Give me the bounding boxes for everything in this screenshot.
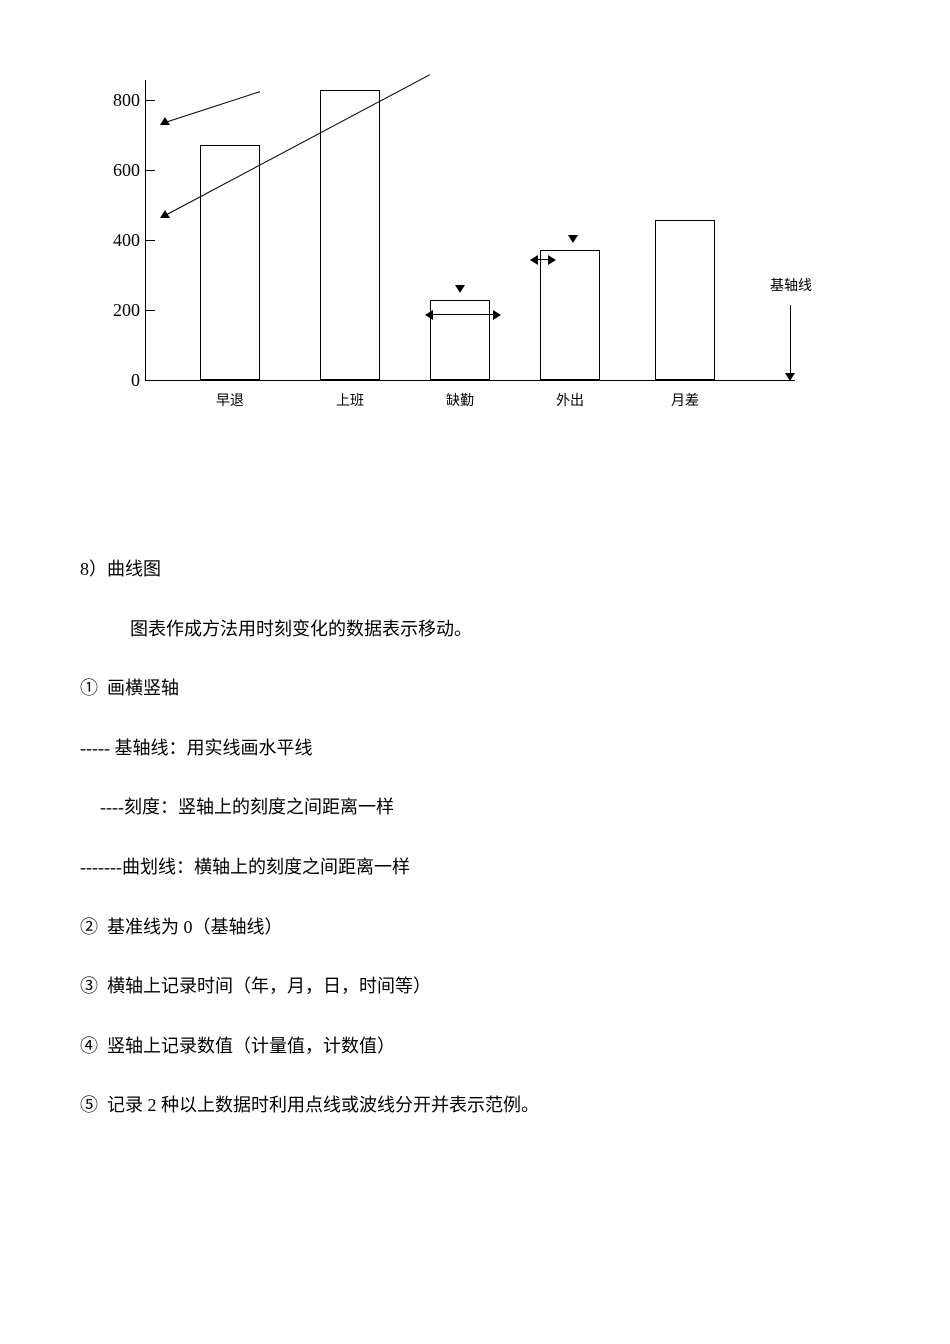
y-label-800: 800 — [90, 90, 140, 111]
section-title: 8）曲线图 — [80, 550, 870, 590]
item-text: 记录 2 种以上数据时利用点线或波线分开并表示范例。 — [107, 1095, 539, 1115]
item-dash: ----- — [80, 738, 110, 758]
item-num: ③ — [80, 976, 98, 996]
arrow-down-icon — [785, 373, 795, 381]
list-item-4: -------曲划线：横轴上的刻度之间距离一样 — [80, 848, 870, 888]
item-num: ① — [80, 678, 98, 698]
x-axis — [145, 380, 795, 381]
list-item-1: ① 画横竖轴 — [80, 669, 870, 709]
item-text: 竖轴上记录数值（计量值，计数值） — [107, 1036, 395, 1056]
item-num: ② — [80, 917, 98, 937]
item-text: 曲划线：横轴上的刻度之间距离一样 — [122, 857, 410, 877]
arrow-left-icon — [530, 255, 538, 265]
y-label-600: 600 — [90, 160, 140, 181]
y-tick — [145, 100, 155, 101]
bar-shangban — [320, 90, 380, 380]
item-num: ⑤ — [80, 1095, 98, 1115]
width-indicator — [433, 314, 493, 315]
intro-text: 图表作成方法用时刻变化的数据表示移动。 — [130, 610, 870, 650]
y-label-0: 0 — [90, 370, 140, 391]
arrow-right-icon — [493, 310, 501, 320]
y-tick — [145, 170, 155, 171]
bar-yuecha — [655, 220, 715, 380]
x-label-2: 缺勤 — [430, 390, 490, 410]
item-text: 基准线为 0（基轴线） — [107, 917, 283, 937]
arrow-left-icon — [425, 310, 433, 320]
text-content: 8）曲线图 图表作成方法用时刻变化的数据表示移动。 ① 画横竖轴 ----- 基… — [80, 550, 870, 1126]
item-num: ④ — [80, 1036, 98, 1056]
arrow-right-icon — [548, 255, 556, 265]
arrow-down-icon — [568, 235, 578, 243]
item-text: 画横竖轴 — [107, 678, 179, 698]
item-text: 基轴线：用实线画水平线 — [114, 738, 312, 758]
bar-waichu — [540, 250, 600, 380]
list-item-8: ⑤ 记录 2 种以上数据时利用点线或波线分开并表示范例。 — [80, 1086, 870, 1126]
baseline-label: 基轴线 — [770, 275, 812, 295]
y-label-200: 200 — [90, 300, 140, 321]
arrow-up-icon — [160, 117, 170, 125]
annotation-line — [790, 305, 791, 373]
y-tick — [145, 240, 155, 241]
y-tick — [145, 310, 155, 311]
x-label-3: 外出 — [540, 390, 600, 410]
y-axis — [145, 80, 146, 380]
list-item-5: ② 基准线为 0（基轴线） — [80, 908, 870, 948]
x-label-1: 上班 — [320, 390, 380, 410]
width-indicator — [538, 259, 548, 260]
list-item-3: ----刻度：竖轴上的刻度之间距离一样 — [100, 788, 870, 828]
list-item-7: ④ 竖轴上记录数值（计量值，计数值） — [80, 1027, 870, 1067]
bar-queqin — [430, 300, 490, 380]
x-label-4: 月差 — [655, 390, 715, 410]
bar-chart: 0 200 400 600 800 早退 上班 缺勤 外出 月差 基轴线 — [100, 80, 850, 430]
item-dash: ---- — [100, 797, 124, 817]
item-dash: ------- — [80, 857, 122, 877]
arrow-up-icon — [160, 210, 170, 218]
arrow-down-icon — [455, 285, 465, 293]
list-item-6: ③ 横轴上记录时间（年，月，日，时间等） — [80, 967, 870, 1007]
item-text: 刻度：竖轴上的刻度之间距离一样 — [124, 797, 394, 817]
y-label-400: 400 — [90, 230, 140, 251]
x-label-0: 早退 — [200, 390, 260, 410]
item-text: 横轴上记录时间（年，月，日，时间等） — [107, 976, 431, 996]
diagonal-line-2 — [165, 91, 260, 123]
list-item-2: ----- 基轴线：用实线画水平线 — [80, 729, 870, 769]
